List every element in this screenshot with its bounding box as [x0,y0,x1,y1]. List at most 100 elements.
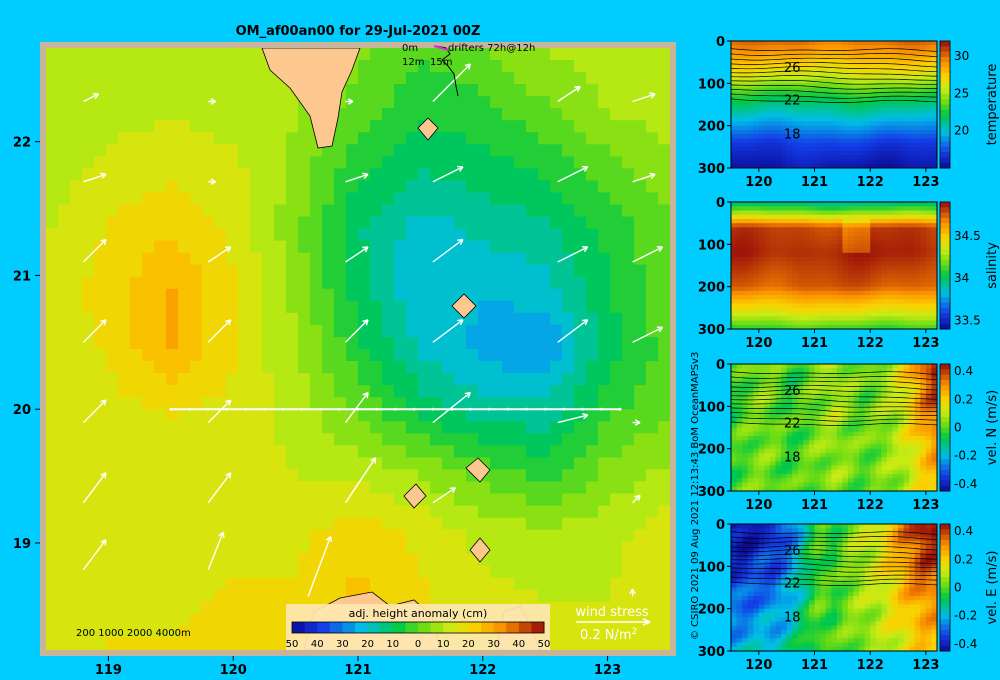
anomaly-cell [214,156,227,169]
section-cell [853,269,860,275]
anomaly-cell [598,541,611,555]
anomaly-cell [238,204,251,218]
section-cell [820,159,827,165]
map-y-tick-label: 19 [13,537,31,552]
section-cell [886,320,893,326]
section-cell [892,312,899,317]
section-cell [886,282,893,288]
anomaly-cell [226,409,239,422]
section-cell [831,91,838,97]
colorbar-tick-label: 40 [512,639,525,650]
section-cell [836,227,843,233]
anomaly-cell [82,529,95,543]
anomaly-cell [322,300,335,314]
section-cell [825,108,832,114]
section-cell [820,286,827,292]
anomaly-cell [70,84,83,97]
section-cell [786,282,793,288]
anomaly-cell [514,493,527,507]
anomaly-cell [214,601,227,615]
anomaly-cell [394,48,407,61]
anomaly-cell [526,168,539,181]
section-cell [881,70,888,76]
anomaly-cell [46,517,59,531]
anomaly-cell [118,252,131,266]
section-cell [870,138,877,144]
anomaly-cell [262,409,275,422]
section-cell [797,290,804,296]
section-cell [875,274,882,279]
anomaly-cell [190,601,203,615]
section-cell [770,252,777,258]
anomaly-cell [538,312,551,326]
anomaly-cell [166,505,179,519]
section-cell [864,240,871,245]
section-cell [859,210,866,216]
anomaly-cell [406,84,419,97]
anomaly-cell [70,96,83,109]
section-cell [920,142,927,148]
anomaly-cell [322,469,335,482]
anomaly-cell [634,433,647,446]
anomaly-cell [622,397,635,410]
anomaly-cell [478,96,491,109]
anomaly-cell [70,638,83,650]
anomaly-cell [538,168,551,181]
anomaly-cell [622,613,635,627]
section-cell [842,261,849,266]
anomaly-cell [82,638,95,650]
section-cell [825,248,832,254]
anomaly-cell [490,132,503,145]
section-cell [742,227,749,233]
section-cell [914,316,921,321]
anomaly-cell [274,288,287,302]
anomaly-cell [370,373,383,386]
anomaly-cell [346,192,359,206]
section-cell [864,45,871,50]
section-cell [731,320,738,326]
section-cell [853,307,860,313]
section-cell [792,129,799,135]
section-cell [803,138,810,144]
anomaly-cell [538,240,551,254]
anomaly-cell [334,457,347,470]
section-cell [792,163,799,169]
anomaly-cell [166,433,179,446]
anomaly-cell [106,156,119,169]
section-cell [920,113,927,118]
section-cell [931,295,938,300]
anomaly-cell [370,505,383,519]
section-cell [786,138,793,144]
section-cell [847,303,854,309]
anomaly-cell [622,349,635,362]
section-cell [903,299,910,305]
section-cell [758,108,765,114]
anomaly-cell [286,120,299,133]
anomaly-cell [346,84,359,97]
anomaly-cell [562,228,575,242]
section-cell [864,320,871,326]
section-cell [808,74,815,80]
section-cell [781,206,788,211]
anomaly-cell [634,312,647,326]
section-cell [875,235,882,241]
anomaly-cell [574,228,587,242]
anomaly-cell [226,541,239,555]
anomaly-cell [622,469,635,482]
section-cell [764,41,771,46]
anomaly-cell [610,361,623,374]
section-cell [770,91,777,97]
drifter-legend-0m: 0m [402,43,418,54]
section-cell [758,295,765,300]
section-cell [931,138,938,144]
section-cell [814,62,821,67]
anomaly-cell [238,385,251,398]
section-cell [909,134,916,139]
section-cell [770,312,777,317]
anomaly-cell [418,312,431,326]
anomaly-cell [346,264,359,278]
anomaly-cell [394,409,407,422]
anomaly-cell [286,228,299,242]
land-mass [469,537,491,563]
section-cell [881,91,888,97]
